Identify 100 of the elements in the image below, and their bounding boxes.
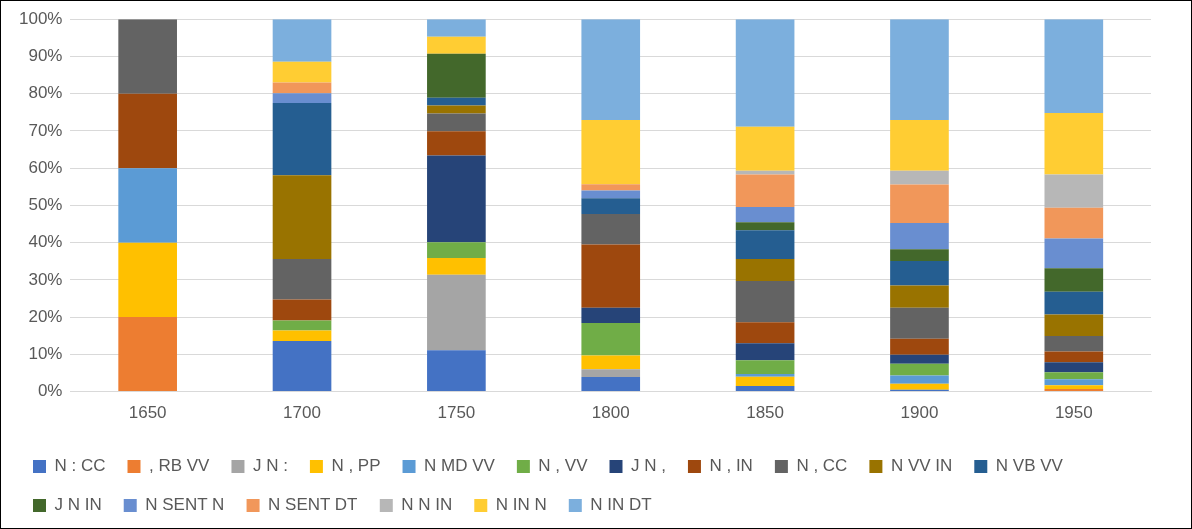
legend-label: J N : — [252, 456, 288, 476]
legend-label: N MD VV — [424, 456, 496, 476]
bar — [118, 317, 177, 392]
bar — [427, 19, 486, 37]
legend-label: N , VV — [538, 456, 589, 476]
bar — [272, 340, 332, 392]
bar — [1044, 174, 1104, 208]
bar — [735, 374, 795, 377]
bar — [581, 213, 641, 245]
y-tick-label: 40% — [28, 232, 63, 252]
legend-label: N IN N — [495, 495, 547, 515]
bar — [272, 19, 332, 62]
bar — [427, 53, 486, 98]
y-tick-label: 100% — [19, 8, 63, 28]
bar — [427, 36, 486, 54]
bar — [272, 61, 332, 83]
bar — [890, 338, 949, 355]
bar — [581, 184, 641, 191]
bar — [427, 97, 486, 106]
legend-label: N SENT DT — [268, 495, 358, 515]
bar — [735, 281, 795, 323]
bar — [427, 113, 486, 132]
bar — [890, 249, 949, 261]
bar — [272, 259, 332, 300]
bar — [272, 320, 332, 331]
legend-label: N N IN — [401, 495, 453, 515]
bar — [581, 198, 641, 214]
bar — [735, 206, 795, 223]
bar — [1044, 362, 1104, 373]
legend-label: N IN DT — [590, 495, 652, 515]
bar — [1044, 291, 1104, 315]
bar — [890, 184, 949, 223]
y-tick-label: 0% — [37, 381, 63, 401]
y-tick-label: 70% — [28, 120, 63, 140]
bar — [427, 257, 486, 275]
bar — [272, 93, 332, 103]
bar — [581, 120, 641, 185]
legend-label: J N IN — [54, 495, 102, 515]
legend-label: N , IN — [709, 456, 753, 476]
bar — [427, 242, 486, 258]
bar — [1044, 268, 1104, 292]
bar — [581, 323, 641, 356]
bar — [735, 322, 795, 344]
bar — [890, 170, 949, 185]
bar — [890, 307, 949, 339]
bar — [427, 105, 486, 114]
legend-label: J N , — [631, 456, 666, 476]
bar — [735, 19, 795, 127]
bar — [118, 93, 177, 169]
bar — [272, 175, 332, 260]
bar — [890, 19, 949, 121]
bar — [735, 174, 795, 207]
legend-label: N : CC — [54, 456, 106, 476]
y-tick-label: 50% — [28, 195, 63, 215]
x-tick-label: 1750 — [437, 403, 476, 423]
bar — [890, 363, 949, 376]
bar — [1044, 19, 1104, 114]
bar — [581, 244, 641, 308]
bar — [581, 377, 641, 392]
bar — [581, 19, 641, 121]
legend-label: , RB VV — [149, 456, 211, 476]
legend-label: N , CC — [796, 456, 848, 476]
bar — [1044, 336, 1104, 352]
y-tick-label: 30% — [28, 269, 63, 289]
y-tick-label: 10% — [28, 344, 63, 364]
legend-label: N VV IN — [890, 456, 953, 476]
bar — [118, 242, 177, 318]
bar — [272, 330, 332, 341]
bar — [581, 307, 641, 324]
bar — [890, 120, 949, 171]
bar — [1044, 379, 1104, 386]
bar — [1044, 207, 1104, 239]
bar — [735, 360, 795, 375]
x-tick-label: 1800 — [591, 403, 630, 423]
x-tick-label: 1700 — [283, 403, 321, 423]
x-tick-label: 1900 — [900, 403, 939, 423]
bar — [735, 230, 795, 260]
bar — [272, 299, 332, 321]
bar — [581, 355, 641, 370]
x-tick-label: 1650 — [128, 403, 167, 423]
x-tick-label: 1850 — [746, 403, 785, 423]
y-tick-label: 60% — [28, 157, 63, 177]
legend-label: N VB VV — [995, 456, 1064, 476]
bar — [427, 155, 486, 243]
bar — [1044, 351, 1104, 363]
bar — [1044, 113, 1104, 175]
bar — [581, 369, 641, 378]
bar — [890, 383, 949, 390]
bar — [735, 343, 795, 361]
bar — [1044, 372, 1104, 380]
bar — [118, 168, 177, 243]
bar — [890, 375, 949, 384]
bar — [890, 222, 949, 250]
bar — [735, 376, 795, 387]
bar — [890, 354, 949, 364]
bar — [890, 285, 949, 308]
bar — [272, 82, 332, 94]
bar — [735, 222, 795, 231]
bar — [1044, 385, 1104, 389]
y-tick-label: 90% — [28, 46, 63, 66]
